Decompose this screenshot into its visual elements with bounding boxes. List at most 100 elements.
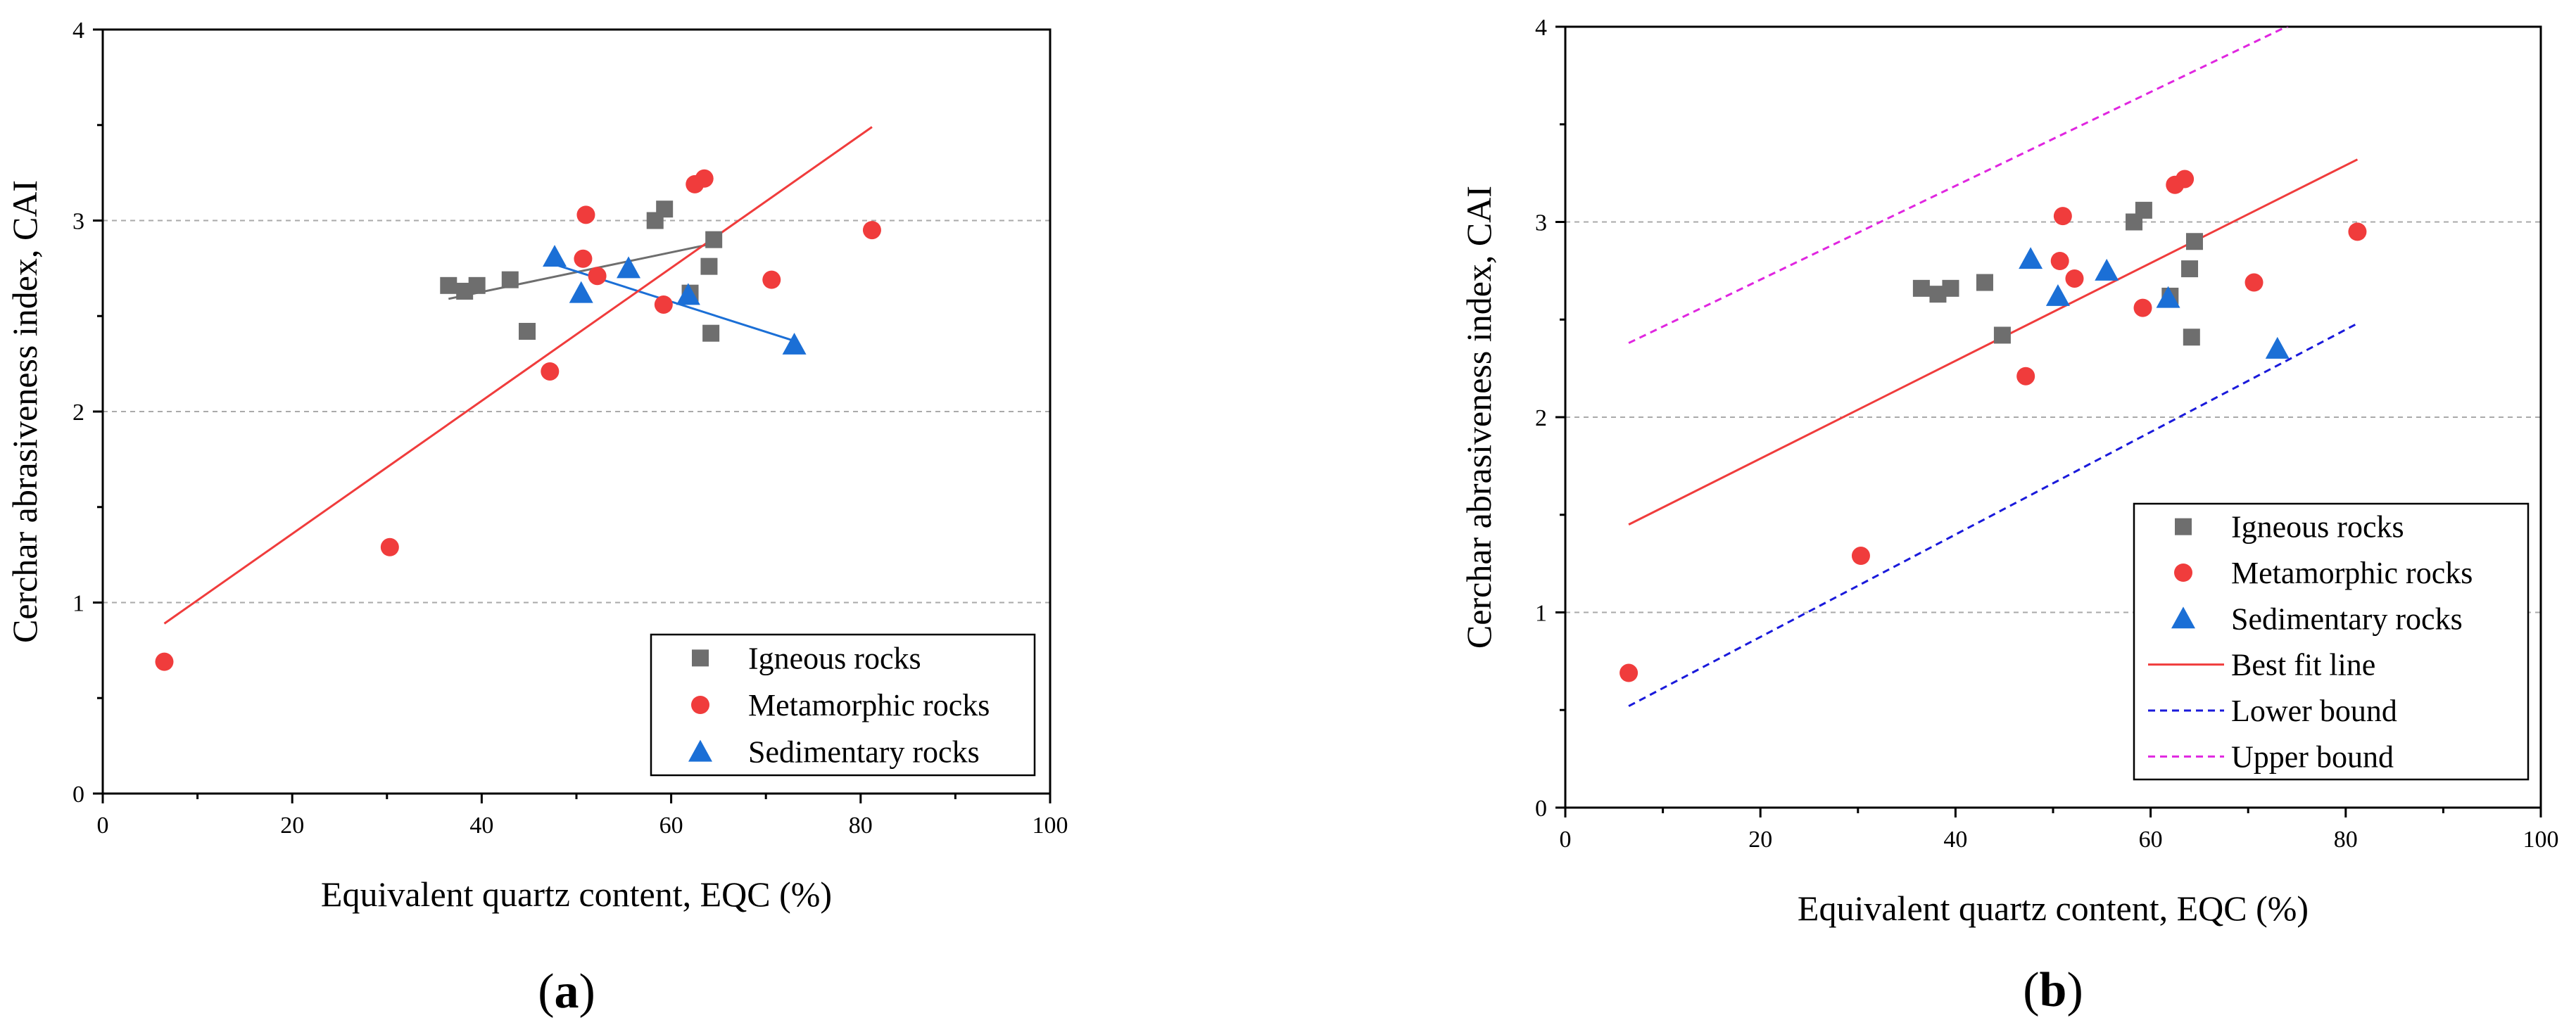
data-point bbox=[569, 281, 593, 303]
data-point bbox=[2185, 233, 2203, 250]
plot-area bbox=[1620, 27, 2367, 708]
data-point bbox=[543, 245, 567, 267]
data-point bbox=[576, 205, 595, 224]
data-point bbox=[2176, 170, 2195, 189]
legend-label: Metamorphic rocks bbox=[2231, 556, 2473, 590]
data-point bbox=[2016, 367, 2035, 386]
data-point bbox=[1993, 326, 2011, 344]
legend-label: Igneous rocks bbox=[748, 641, 921, 675]
data-point bbox=[2019, 247, 2043, 269]
data-point bbox=[654, 295, 673, 314]
y-tick-label: 1 bbox=[1535, 601, 1547, 627]
x-tick-label: 40 bbox=[1943, 827, 1967, 853]
legend-label: Metamorphic rocks bbox=[748, 688, 990, 722]
data-point bbox=[519, 322, 536, 340]
data-point bbox=[588, 267, 607, 286]
plot-area bbox=[155, 126, 881, 671]
series-line bbox=[163, 126, 873, 625]
x-tick-label: 20 bbox=[1748, 827, 1772, 853]
x-axis-title: Equivalent quartz content, EQC (%) bbox=[321, 874, 832, 914]
data-point bbox=[2265, 336, 2290, 359]
y-axis-title: Cerchar abrasiveness index, CAI bbox=[1459, 186, 1498, 649]
data-point bbox=[2244, 273, 2264, 292]
x-tick-label: 80 bbox=[2334, 827, 2358, 853]
data-point bbox=[440, 276, 457, 294]
legend-marker bbox=[2175, 518, 2192, 535]
data-point bbox=[2050, 252, 2069, 270]
data-point bbox=[676, 283, 700, 305]
data-point bbox=[705, 231, 723, 248]
y-tick-label: 1 bbox=[72, 591, 84, 617]
data-point bbox=[2065, 269, 2084, 288]
y-tick-label: 4 bbox=[1535, 15, 1547, 41]
data-point bbox=[1851, 547, 1870, 566]
data-point bbox=[501, 271, 519, 288]
data-point bbox=[2181, 260, 2199, 278]
x-tick-label: 60 bbox=[659, 813, 683, 839]
x-tick-label: 100 bbox=[2523, 827, 2559, 853]
data-point bbox=[782, 332, 807, 355]
y-tick-label: 3 bbox=[72, 209, 84, 235]
data-point bbox=[1912, 279, 1930, 297]
data-point bbox=[1976, 274, 1993, 291]
panel-label: (b) bbox=[2023, 963, 2083, 1017]
series-line bbox=[1628, 27, 2289, 344]
data-point bbox=[700, 257, 718, 275]
chart-panel-b: 0 20 40 60 80 100 0 1 2 3 4 Equivalent quartz conte… bbox=[1459, 15, 2559, 1017]
legend-marker bbox=[691, 696, 709, 714]
legend-label: Lower bound bbox=[2231, 694, 2397, 728]
x-tick-label: 100 bbox=[1033, 813, 1068, 839]
x-tick-label: 40 bbox=[469, 813, 493, 839]
data-point bbox=[2156, 286, 2180, 308]
data-point bbox=[541, 362, 560, 381]
y-tick-label: 4 bbox=[72, 18, 84, 44]
data-point bbox=[2045, 284, 2070, 306]
x-tick-label: 0 bbox=[97, 813, 109, 839]
data-point bbox=[702, 324, 720, 342]
data-point bbox=[762, 270, 781, 289]
legend-marker bbox=[2174, 564, 2192, 582]
data-point bbox=[2348, 222, 2367, 241]
data-point bbox=[656, 200, 674, 218]
legend-box bbox=[2133, 502, 2530, 781]
data-point bbox=[617, 256, 641, 279]
data-point bbox=[2053, 207, 2072, 226]
chart-panel-a: 0 20 40 60 80 100 0 1 2 3 4 Equivalent quartz conte… bbox=[5, 18, 1068, 1019]
legend-box bbox=[650, 633, 1036, 777]
data-point bbox=[380, 537, 399, 556]
series-line bbox=[1628, 322, 2359, 708]
series-line bbox=[448, 242, 714, 300]
y-tick-label: 3 bbox=[1535, 210, 1547, 236]
x-tick-label: 60 bbox=[2139, 827, 2163, 853]
data-point bbox=[862, 221, 881, 240]
y-tick-label: 2 bbox=[1535, 405, 1547, 431]
y-tick-label: 0 bbox=[1535, 796, 1547, 822]
x-tick-label: 20 bbox=[280, 813, 304, 839]
x-axis-title: Equivalent quartz content, EQC (%) bbox=[1798, 889, 2309, 928]
x-tick-label: 0 bbox=[1560, 827, 1572, 853]
legend-label: Sedimentary rocks bbox=[748, 735, 980, 770]
data-point bbox=[155, 652, 174, 671]
panel-label: (a) bbox=[538, 964, 595, 1019]
data-point bbox=[468, 276, 486, 294]
legend-marker bbox=[688, 739, 712, 762]
data-point bbox=[2183, 329, 2200, 346]
y-tick-label: 0 bbox=[72, 782, 84, 808]
legend-marker bbox=[692, 649, 709, 667]
data-point bbox=[695, 169, 714, 188]
y-tick-label: 2 bbox=[72, 400, 84, 426]
legend-label: Igneous rocks bbox=[2231, 510, 2404, 545]
data-point bbox=[2095, 258, 2119, 281]
data-point bbox=[574, 249, 593, 268]
legend-label: Upper bound bbox=[2231, 739, 2394, 774]
legend-marker bbox=[2171, 606, 2195, 629]
legend-label: Sedimentary rocks bbox=[2231, 601, 2463, 636]
series-line bbox=[1628, 158, 2359, 526]
legend-label: Best fit line bbox=[2231, 648, 2375, 682]
data-point bbox=[1620, 663, 1639, 682]
x-tick-label: 80 bbox=[849, 813, 873, 839]
data-point bbox=[2135, 201, 2152, 219]
data-point bbox=[2133, 298, 2152, 317]
data-point bbox=[1942, 279, 1959, 297]
